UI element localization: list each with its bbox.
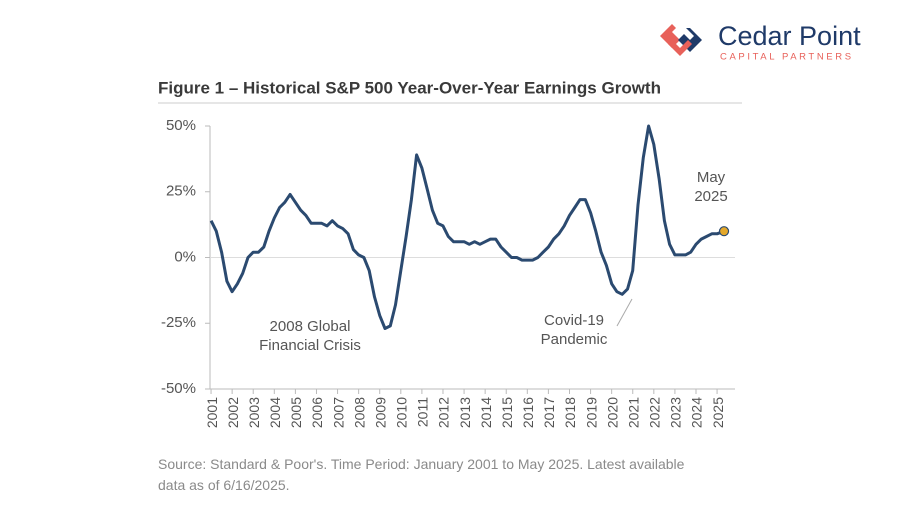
x-tick-label: 2015 [499,397,515,428]
x-tick-label: 2008 [351,397,367,428]
x-tick-label: 2017 [541,397,557,428]
y-tick-label: -50% [161,380,196,397]
y-tick-label: 25% [166,183,196,200]
logo-name: Cedar Point [718,21,861,51]
x-tick-label: 2025 [710,397,726,428]
y-tick-label: 0% [174,248,196,265]
x-tick-label: 2007 [330,397,346,428]
endpoint-marker [718,226,730,237]
x-tick-label: 2023 [668,397,684,428]
y-tick-label: 50% [166,117,196,134]
x-tick-label: 2012 [436,397,452,428]
annotation: Covid-19 [544,312,604,329]
annotation: May [697,169,726,186]
x-tick-label: 2013 [457,397,473,428]
annotation: 2025 [694,188,727,205]
x-tick-label: 2009 [372,397,388,428]
x-tick-label: 2010 [394,397,410,428]
source-note: Source: Standard & Poor's. Time Period: … [158,456,685,493]
x-tick-label: 2011 [415,397,431,427]
x-tick-label: 2001 [204,397,220,428]
annotation-leader [616,298,633,327]
x-tick-label: 2024 [689,397,705,428]
logo-tagline: CAPITAL PARTNERS [720,52,854,63]
x-tick-label: 2016 [520,397,536,428]
x-tick-label: 2018 [562,397,578,428]
x-tick-label: 2014 [478,397,494,428]
x-tick-label: 2019 [583,397,599,428]
data-line [209,124,725,330]
logo-icon [660,24,702,56]
x-tick-label: 2003 [246,397,262,428]
x-tick-label: 2002 [225,397,241,428]
annotation: Financial Crisis [259,337,361,354]
x-tick-label: 2005 [288,397,304,428]
x-tick-label: 2004 [267,397,283,428]
annotation: 2008 Global [270,318,351,335]
x-tick-label: 2006 [309,397,325,428]
y-tick-label: -25% [161,314,196,331]
x-tick-label: 2020 [604,397,620,428]
x-tick-label: 2021 [625,397,641,428]
annotation: Pandemic [541,331,608,348]
chart-title: Figure 1 – Historical S&P 500 Year-Over-… [158,78,661,97]
x-tick-label: 2022 [647,397,663,428]
